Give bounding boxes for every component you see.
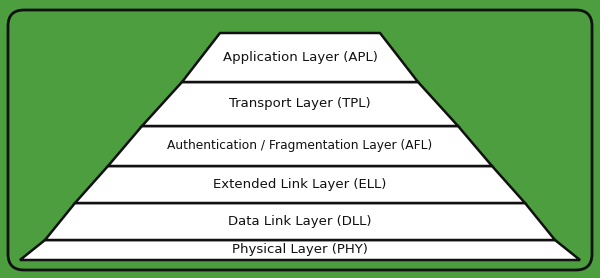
Polygon shape (45, 203, 555, 240)
Text: Data Link Layer (DLL): Data Link Layer (DLL) (228, 215, 372, 228)
Text: Physical Layer (PHY): Physical Layer (PHY) (232, 244, 368, 257)
Polygon shape (182, 33, 418, 82)
Polygon shape (75, 166, 525, 203)
Polygon shape (108, 126, 492, 166)
Text: Transport Layer (TPL): Transport Layer (TPL) (229, 98, 371, 110)
Text: Application Layer (APL): Application Layer (APL) (223, 51, 377, 64)
Text: Authentication / Fragmentation Layer (AFL): Authentication / Fragmentation Layer (AF… (167, 140, 433, 153)
Polygon shape (20, 240, 580, 260)
Polygon shape (142, 82, 458, 126)
Text: Extended Link Layer (ELL): Extended Link Layer (ELL) (214, 178, 386, 191)
FancyBboxPatch shape (8, 10, 592, 270)
